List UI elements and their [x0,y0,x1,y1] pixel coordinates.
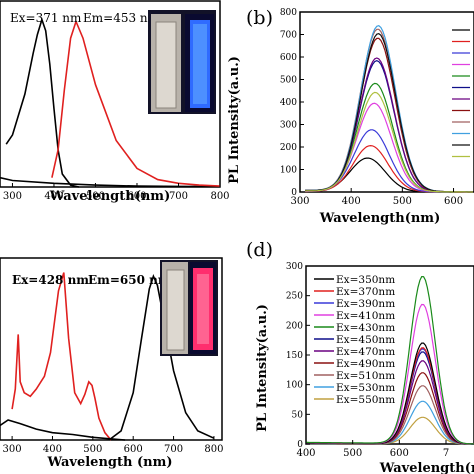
vial-daylight-glass [166,269,185,351]
panel-c-series-0 [11,272,112,441]
x-tick-label: 600 [124,444,143,455]
panel-b-legend [452,29,470,158]
y-tick-label: 200 [286,321,303,331]
panel-d-legend-label: Ex=490nm [336,358,395,370]
panel-a-x-label: Wavelength(nm) [49,189,170,204]
panel-d-legend-label: Ex=370nm [336,286,395,298]
vial-daylight-glass [155,21,177,109]
panel-b-curve-5 [305,60,473,193]
x-tick-label: 400 [342,196,361,207]
x-tick-label: 600 [444,196,463,207]
x-tick-label: 500 [393,196,412,207]
vial-uv-core [193,24,207,104]
x-tick-label: 700 [164,444,183,455]
panel-c-x-ticks: 300 400 500 600 700 800 [3,436,223,455]
panel-b-y-label: PL Intensity(a.u.) [227,56,242,184]
y-tick-label: 250 [286,292,303,302]
panel-d-legend-label: Ex=410nm [336,310,395,322]
panel-d-legend-label: Ex=470nm [336,346,395,358]
x-tick-label: 800 [204,444,223,455]
panel-b-curve-2 [305,129,473,193]
x-tick-label: 500 [83,444,102,455]
panel-b-plot [305,25,473,193]
panel-a: 300 400 500 600 700 800 Ex=371 nm Em=453 nm W… [0,0,230,204]
panel-d-curve-10 [306,275,474,445]
y-tick-label: 150 [286,351,303,361]
x-tick-label: 700 [169,191,188,202]
panel-d-legend-label: Ex=510nm [336,370,395,382]
x-tick-label: 400 [43,444,62,455]
panel-d-x-ticks: 400 500 600 7 [296,440,449,459]
panel-b-curve-6 [305,57,473,193]
panel-b-curve-9 [305,25,473,193]
y-tick-label: 500 [280,76,297,86]
panel-d-legend-label: Ex=390nm [336,298,395,310]
y-tick-label: 0 [297,440,303,450]
panel-c-vial-photo [160,260,218,356]
panel-a-x-ticks: 300 400 500 600 700 800 [3,183,230,202]
x-tick-label: 300 [3,444,22,455]
panel-c-plot [0,272,215,441]
panel-d-legend-label: Ex=550nm [336,394,395,406]
x-tick-label: 500 [86,191,105,202]
panel-c: 300 400 500 600 700 800 Ex=428 nm Em=650 nm W… [0,257,223,470]
y-tick-label: 200 [280,143,297,153]
panel-b-frame [299,11,474,193]
panel-b-label: (b) [246,7,273,29]
y-tick-label: 800 [280,8,297,18]
panel-b-y-ticks: 0 100 200 300 400 500 600 700 800 [280,8,304,198]
panel-b-curve-3 [305,102,473,193]
panel-d-x-label: Wavelength(nm) [379,461,474,474]
y-tick-label: 50 [292,410,304,420]
x-tick-label: 500 [343,448,362,459]
panel-d-legend-label: Ex=430nm [336,322,395,334]
x-tick-label: 300 [290,196,309,207]
panel-d-label: (d) [246,239,273,261]
panel-b-curve-11 [305,91,473,193]
y-tick-label: 300 [280,121,297,131]
y-tick-label: 700 [280,31,297,41]
panel-d-legend: Ex=350nmEx=370nmEx=390nmEx=410nmEx=430nm… [314,274,395,406]
panel-a-annotation-ex: Ex=371 nm [10,11,82,25]
x-tick-label: 400 [44,191,63,202]
y-tick-label: 100 [280,166,297,176]
panel-c-x-label: Wavelength (nm) [47,455,173,470]
vial-uv-core [197,274,209,344]
x-tick-label: 800 [210,191,229,202]
panel-c-series-2 [108,273,215,441]
panel-a-series-0 [5,16,80,188]
x-tick-label: 300 [3,191,22,202]
x-tick-label: 400 [296,448,315,459]
panel-d-legend-label: Ex=350nm [336,274,395,286]
panel-b: (b) PL Intensity(a.u.) 0 100 200 300 400 500 6… [227,7,474,226]
panel-c-series-1 [0,419,126,441]
panel-a-annotation-em: Em=453 nm [83,11,160,25]
panel-d-y-ticks: 0 50 100 150 200 250 300 [286,262,310,450]
panel-c-annotation-ex: Ex=428 nm [12,273,89,287]
panel-b-x-label: Wavelength(nm) [319,211,440,226]
y-tick-label: 0 [291,188,297,198]
panel-a-frame [0,0,221,188]
y-tick-label: 600 [280,53,297,63]
y-tick-label: 400 [280,98,297,108]
panel-d-plot [305,275,474,445]
panel-d-legend-label: Ex=530nm [336,382,395,394]
y-tick-label: 300 [286,262,303,272]
x-tick-label: 600 [390,448,409,459]
x-tick-label: 600 [127,191,146,202]
panel-a-vial-photo [148,10,216,114]
y-tick-label: 100 [286,381,303,391]
panel-a-series-1 [0,176,221,188]
panel-d: (d) PL Intensity(a.u.) 0 50 100 150 200 250 30… [246,239,474,474]
panel-b-x-ticks: 300 400 500 600 [290,188,463,207]
panel-c-annotation-em: Em=650 nm [88,273,171,287]
panel-d-legend-label: Ex=450nm [336,334,395,346]
x-tick-label: 7 [443,448,449,459]
panel-b-curve-1 [305,144,473,193]
panel-d-y-label: PL Intensity(a.u.) [255,304,270,432]
